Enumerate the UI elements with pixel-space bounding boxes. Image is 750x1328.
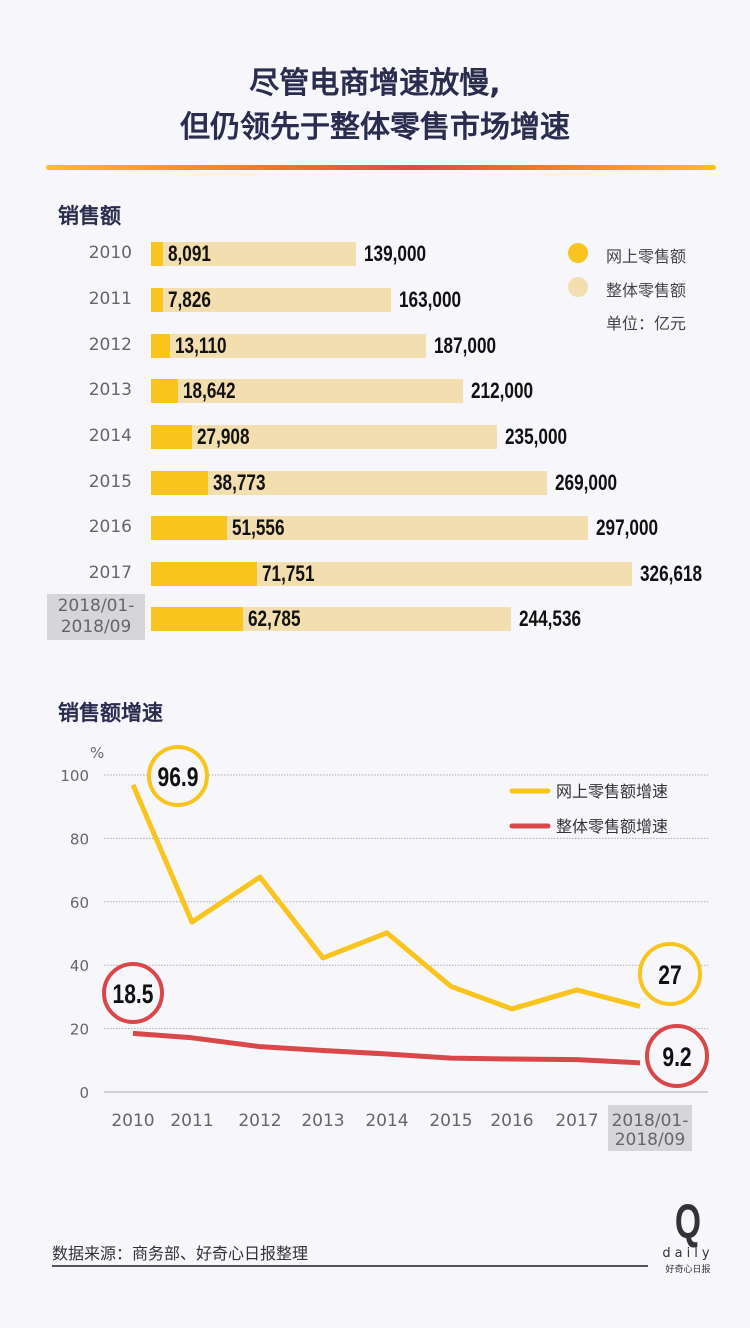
legend-total-dot <box>568 277 588 297</box>
bar-online-value: 51,556 <box>231 515 285 540</box>
annotation-circle <box>645 1024 709 1088</box>
x-tick-label: 2011 <box>170 1111 213 1131</box>
annotation-value: 27 <box>658 961 681 991</box>
x-tick-label: 2016 <box>490 1111 533 1131</box>
x-category-highlight <box>608 1105 692 1151</box>
annotation-circle <box>638 942 702 1006</box>
bar-online <box>151 471 209 495</box>
annotation-circle <box>147 745 209 807</box>
y-tick-label: 100 <box>60 767 89 785</box>
bar-online-value: 38,773 <box>213 470 266 495</box>
bar-category-label: 2014 <box>88 426 132 446</box>
annotation-value: 18.5 <box>113 980 154 1010</box>
bar-category-label: 2018/01- 2018/09 <box>47 594 145 640</box>
annotation-value: 96.9 <box>158 763 199 793</box>
line-chart-title: 销售额增速 <box>58 701 163 725</box>
x-tick-label: 2018/09 <box>615 1130 686 1150</box>
bar-total-value: 187,000 <box>434 333 497 358</box>
bar-total <box>151 334 427 358</box>
bar-category-label: 2013 <box>88 380 132 400</box>
legend-online-dot <box>568 243 588 263</box>
logo-letter: Q <box>674 1196 702 1249</box>
bar-online <box>151 334 171 358</box>
y-tick-label: 80 <box>70 830 89 848</box>
bar-total-value: 235,000 <box>505 424 568 449</box>
bar-online-value: 7,826 <box>167 287 211 312</box>
bar-category-label: 2017 <box>88 563 132 583</box>
logo-cn: 好奇心日报 <box>665 1265 711 1275</box>
bar-total <box>151 471 548 495</box>
bar-total <box>151 379 464 403</box>
bar-online-value: 62,785 <box>248 606 301 631</box>
x-tick-label: 2015 <box>429 1111 472 1131</box>
y-tick-label: 40 <box>70 957 89 975</box>
annotation-value: 9.2 <box>662 1043 691 1073</box>
bar-online <box>151 562 257 586</box>
bar-total-value: 163,000 <box>399 287 462 312</box>
legend-online-label: 网上零售额 <box>606 247 687 266</box>
total-growth-line <box>132 1030 641 1066</box>
logo-word: daily <box>662 1246 714 1261</box>
title-divider <box>46 165 716 170</box>
bar-online-value: 71,751 <box>261 561 315 586</box>
x-tick-label: 2013 <box>301 1111 344 1131</box>
legend-total-label: 整体零售额 <box>606 281 687 300</box>
title-line-2: 但仍领先于整体零售市场增速 <box>180 110 570 145</box>
bar-category-label: 2015 <box>88 472 132 492</box>
bar-total-value: 244,536 <box>519 606 582 631</box>
bar-total-value: 269,000 <box>555 470 618 495</box>
bar-total-value: 212,000 <box>471 378 534 403</box>
annotation-circle <box>102 962 164 1024</box>
source-note: 数据来源：商务部、好奇心日报整理 <box>52 1244 309 1263</box>
source-divider <box>52 1265 648 1267</box>
bar-online <box>151 516 227 540</box>
bar-total-value: 297,000 <box>596 515 659 540</box>
bar-total-value: 139,000 <box>363 241 426 266</box>
bar-online <box>151 379 179 403</box>
unit-label: 单位：亿元 <box>606 314 687 333</box>
bar-total <box>151 288 392 312</box>
bar-total <box>151 242 356 266</box>
y-tick-label: 20 <box>70 1021 89 1039</box>
x-tick-label: 2010 <box>111 1111 154 1131</box>
qdaily-logo: Q daily 好奇心日报 <box>662 1196 714 1276</box>
x-tick-label: 2012 <box>238 1111 281 1131</box>
title-line-1: 尽管电商增速放慢, <box>249 66 501 101</box>
bar-category-label: 2010 <box>88 243 132 263</box>
bar-online <box>151 242 163 266</box>
bar-chart-title: 销售额 <box>58 204 121 228</box>
bar-category-label: 2016 <box>88 517 132 537</box>
bar-online <box>151 288 163 312</box>
legend-label: 整体零售额增速 <box>556 817 668 836</box>
y-tick-label: 60 <box>70 894 89 912</box>
bar-online-value: 8,091 <box>167 241 211 266</box>
page-title: 尽管电商增速放慢, 但仍领先于整体零售市场增速 <box>0 62 750 150</box>
y-axis-unit: % <box>90 744 104 762</box>
x-tick-label: 2017 <box>555 1111 598 1131</box>
x-tick-label: 2014 <box>365 1111 408 1131</box>
legend-label: 网上零售额增速 <box>556 782 668 801</box>
y-tick-label: 0 <box>79 1084 89 1102</box>
bar-online <box>151 425 193 449</box>
bar-total-value: 326,618 <box>640 561 703 586</box>
bar-category-label: 2011 <box>88 289 132 309</box>
online-growth-line <box>130 783 641 1012</box>
bar-online-value: 13,110 <box>175 333 227 358</box>
bar-total <box>151 425 498 449</box>
bar-online-value: 27,908 <box>197 424 250 449</box>
bar-online <box>151 607 244 631</box>
bar-category-label: 2012 <box>88 335 132 355</box>
x-tick-label: 2018/01- <box>612 1111 689 1131</box>
bar-online-value: 18,642 <box>183 378 236 403</box>
